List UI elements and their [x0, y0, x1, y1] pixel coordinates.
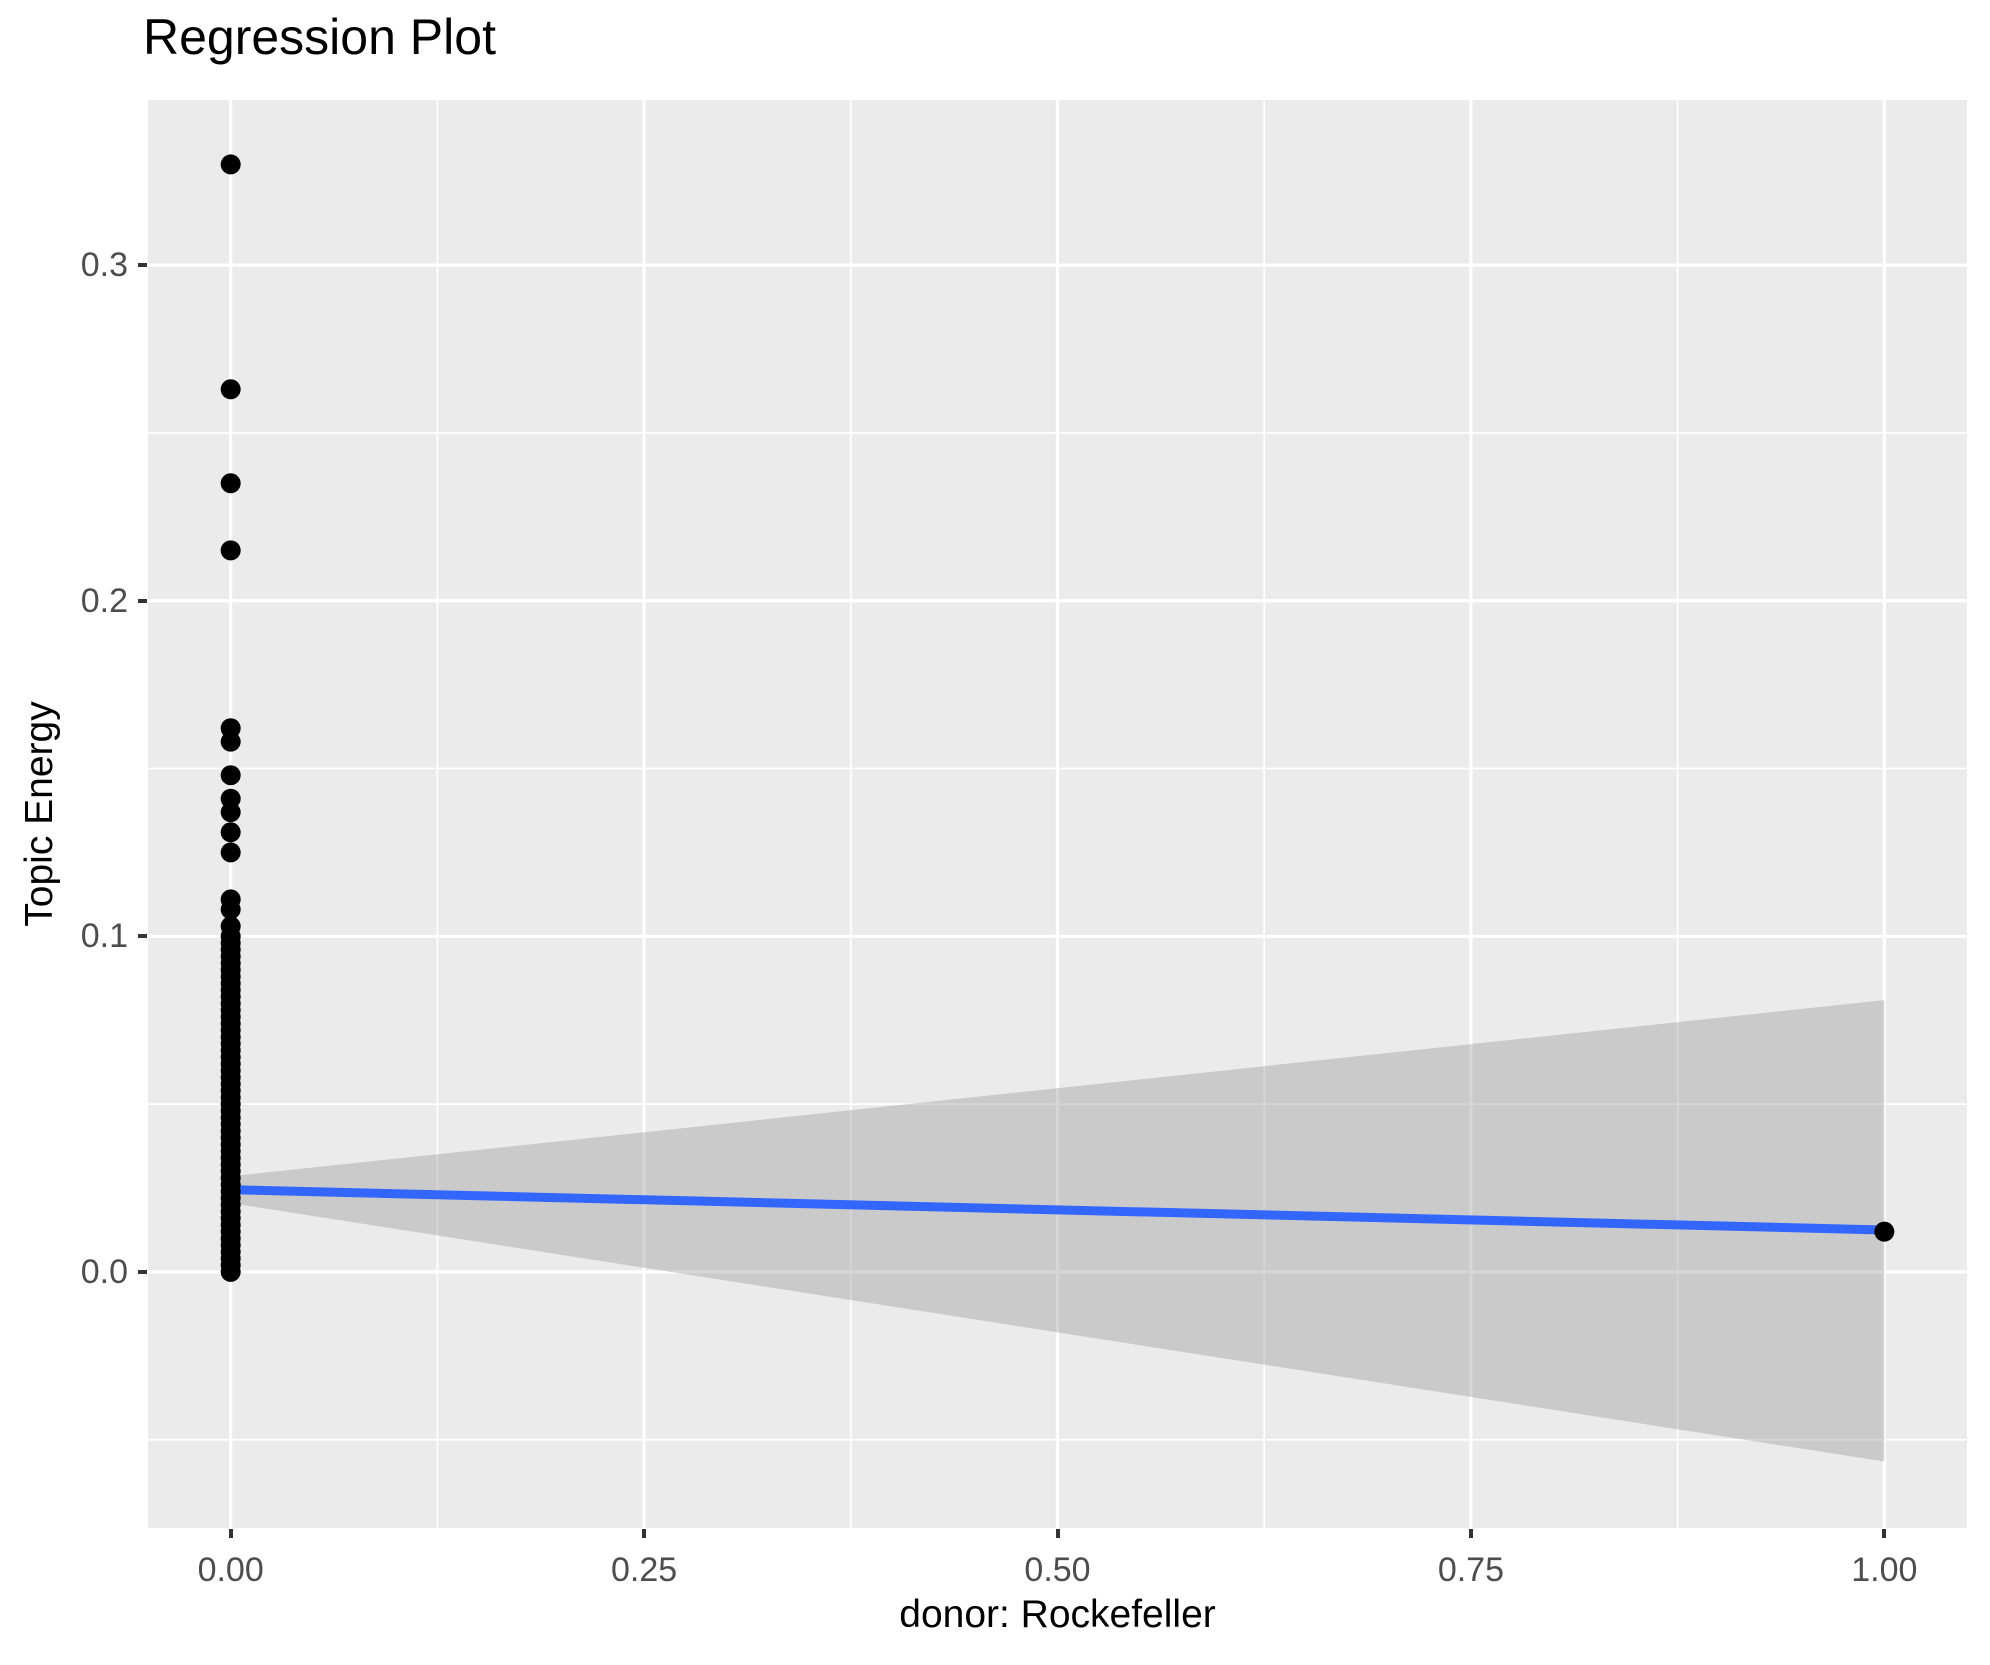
y-tick-mark: [138, 1269, 147, 1274]
x-tick-mark: [228, 1529, 233, 1538]
y-tick-label: 0.2: [80, 581, 128, 620]
x-tick-mark: [1468, 1529, 1473, 1538]
y-tick-mark: [138, 263, 147, 268]
scatter-point: [220, 822, 241, 843]
x-tick-label: 1.00: [1851, 1551, 1918, 1589]
x-tick-mark: [1055, 1529, 1060, 1538]
scatter-point: [220, 889, 241, 910]
y-axis-title: Topic Energy: [18, 701, 61, 927]
y-tick-mark: [138, 934, 147, 939]
scatter-point: [220, 916, 241, 937]
x-tick-label: 0.50: [1024, 1551, 1091, 1589]
x-tick-label: 0.00: [197, 1551, 264, 1589]
scatter-point: [220, 540, 241, 561]
regression-line: [226, 1185, 1889, 1235]
x-tick-mark: [642, 1529, 647, 1538]
scatter-point: [220, 154, 241, 175]
scatter-point: [220, 788, 241, 809]
y-tick-label: 0.1: [80, 917, 128, 956]
x-tick-mark: [1882, 1529, 1887, 1538]
y-tick-label: 0.0: [80, 1252, 128, 1291]
scatter-point: [1874, 1221, 1895, 1242]
confidence-ribbon: [230, 1000, 1885, 1462]
chart-title: Regression Plot: [143, 9, 496, 65]
y-tick-label: 0.3: [80, 246, 128, 285]
scatter-point: [220, 765, 241, 786]
scatter-point: [220, 718, 241, 739]
scatter-point: [220, 379, 241, 400]
y-tick-mark: [138, 598, 147, 603]
x-tick-label: 0.25: [610, 1551, 678, 1589]
scatter-point: [220, 473, 241, 494]
x-axis-title: donor: Rockefeller: [899, 1593, 1216, 1636]
x-tick-label: 0.75: [1437, 1551, 1504, 1589]
scatter-point: [220, 842, 241, 863]
